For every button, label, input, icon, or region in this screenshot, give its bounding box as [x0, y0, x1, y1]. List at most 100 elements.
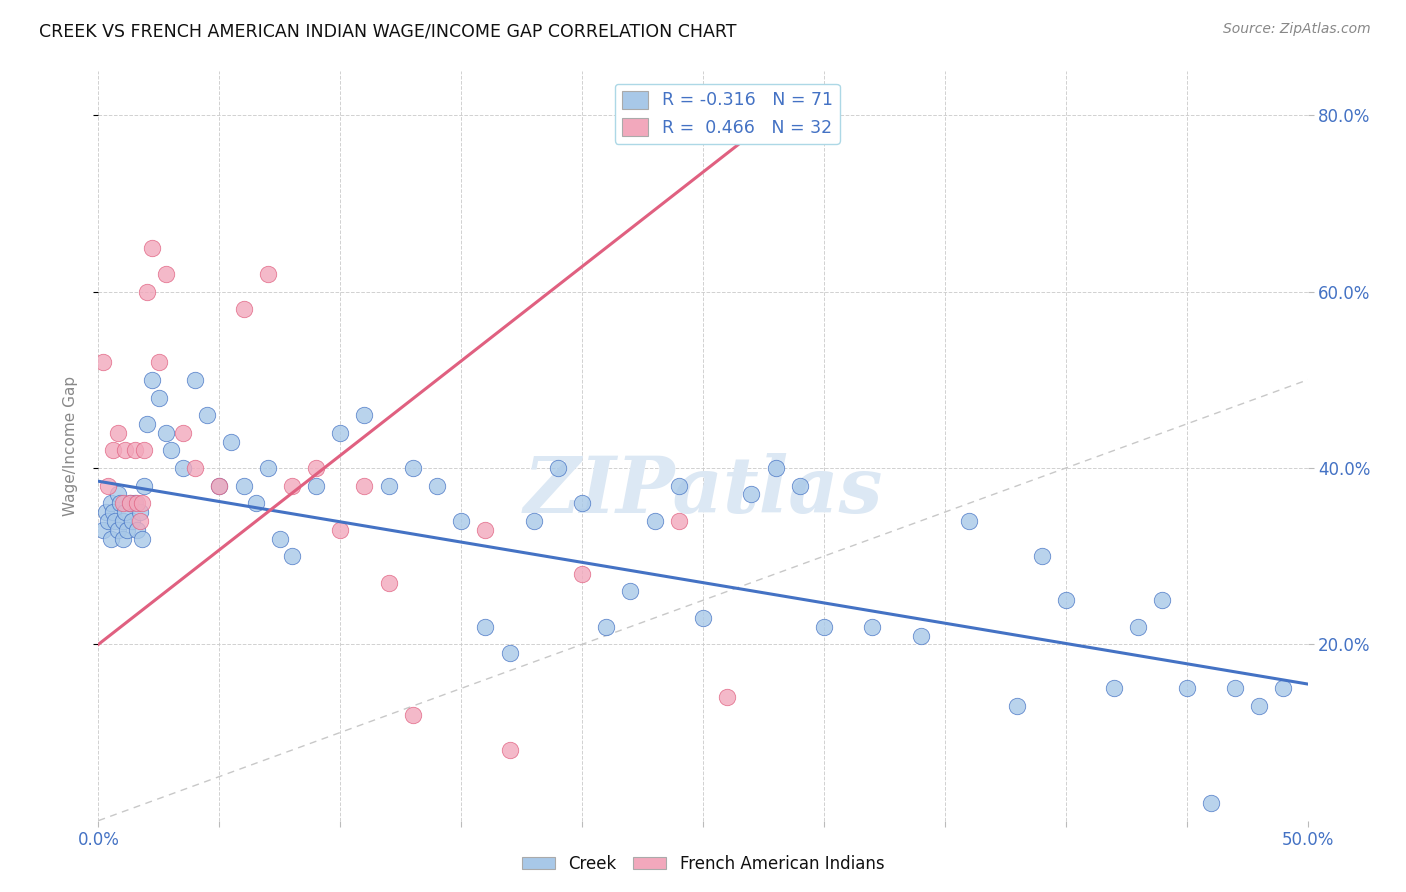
Point — [245, 496, 267, 510]
Point — [668, 478, 690, 492]
Point — [107, 523, 129, 537]
Point — [523, 514, 546, 528]
Point — [402, 707, 425, 722]
Point — [474, 523, 496, 537]
Point — [1102, 681, 1125, 696]
Point — [195, 408, 218, 422]
Point — [498, 646, 520, 660]
Point — [860, 620, 883, 634]
Point — [117, 523, 139, 537]
Point — [100, 496, 122, 510]
Point — [1199, 796, 1222, 810]
Point — [547, 461, 569, 475]
Point — [668, 514, 690, 528]
Point — [740, 487, 762, 501]
Point — [571, 496, 593, 510]
Point — [498, 743, 520, 757]
Point — [148, 355, 170, 369]
Point — [172, 425, 194, 440]
Point — [1054, 593, 1077, 607]
Point — [94, 505, 117, 519]
Point — [111, 514, 134, 528]
Point — [329, 523, 352, 537]
Point — [474, 620, 496, 634]
Point — [127, 523, 149, 537]
Point — [716, 690, 738, 705]
Point — [128, 514, 150, 528]
Point — [128, 505, 150, 519]
Point — [108, 496, 131, 510]
Point — [256, 267, 278, 281]
Point — [104, 514, 127, 528]
Point — [910, 628, 932, 642]
Point — [134, 443, 156, 458]
Point — [172, 461, 194, 475]
Point — [1007, 699, 1029, 714]
Point — [813, 620, 835, 634]
Point — [1128, 620, 1150, 634]
Point — [305, 461, 328, 475]
Point — [184, 461, 207, 475]
Point — [91, 523, 114, 537]
Point — [619, 584, 641, 599]
Point — [644, 514, 666, 528]
Point — [118, 496, 141, 510]
Point — [131, 532, 153, 546]
Point — [97, 514, 120, 528]
Point — [402, 461, 425, 475]
Point — [114, 505, 136, 519]
Legend: R = -0.316   N = 71, R =  0.466   N = 32: R = -0.316 N = 71, R = 0.466 N = 32 — [614, 84, 839, 144]
Point — [450, 514, 472, 528]
Point — [957, 514, 980, 528]
Point — [124, 496, 146, 510]
Point — [134, 478, 156, 492]
Text: ZIPatlas: ZIPatlas — [523, 453, 883, 529]
Point — [107, 425, 129, 440]
Point — [141, 241, 163, 255]
Legend: Creek, French American Indians: Creek, French American Indians — [515, 848, 891, 880]
Point — [1272, 681, 1295, 696]
Point — [221, 434, 243, 449]
Point — [281, 478, 304, 492]
Point — [114, 443, 136, 458]
Point — [91, 355, 114, 369]
Point — [124, 443, 146, 458]
Point — [353, 408, 375, 422]
Point — [141, 373, 163, 387]
Point — [208, 478, 231, 492]
Point — [148, 391, 170, 405]
Point — [100, 532, 122, 546]
Point — [1031, 549, 1053, 564]
Point — [111, 532, 134, 546]
Point — [305, 478, 328, 492]
Point — [1223, 681, 1246, 696]
Point — [101, 505, 124, 519]
Point — [97, 478, 120, 492]
Point — [377, 575, 399, 590]
Point — [595, 620, 617, 634]
Point — [1249, 699, 1271, 714]
Point — [789, 478, 811, 492]
Y-axis label: Wage/Income Gap: Wage/Income Gap — [63, 376, 77, 516]
Point — [256, 461, 278, 475]
Point — [692, 611, 714, 625]
Point — [1175, 681, 1198, 696]
Point — [107, 487, 129, 501]
Point — [329, 425, 352, 440]
Point — [121, 514, 143, 528]
Point — [269, 532, 291, 546]
Point — [131, 496, 153, 510]
Point — [571, 566, 593, 581]
Point — [208, 478, 231, 492]
Point — [1152, 593, 1174, 607]
Point — [111, 496, 134, 510]
Point — [232, 302, 254, 317]
Point — [184, 373, 207, 387]
Point — [160, 443, 183, 458]
Point — [127, 496, 149, 510]
Point — [135, 285, 157, 299]
Point — [155, 267, 177, 281]
Point — [426, 478, 449, 492]
Point — [155, 425, 177, 440]
Point — [765, 461, 787, 475]
